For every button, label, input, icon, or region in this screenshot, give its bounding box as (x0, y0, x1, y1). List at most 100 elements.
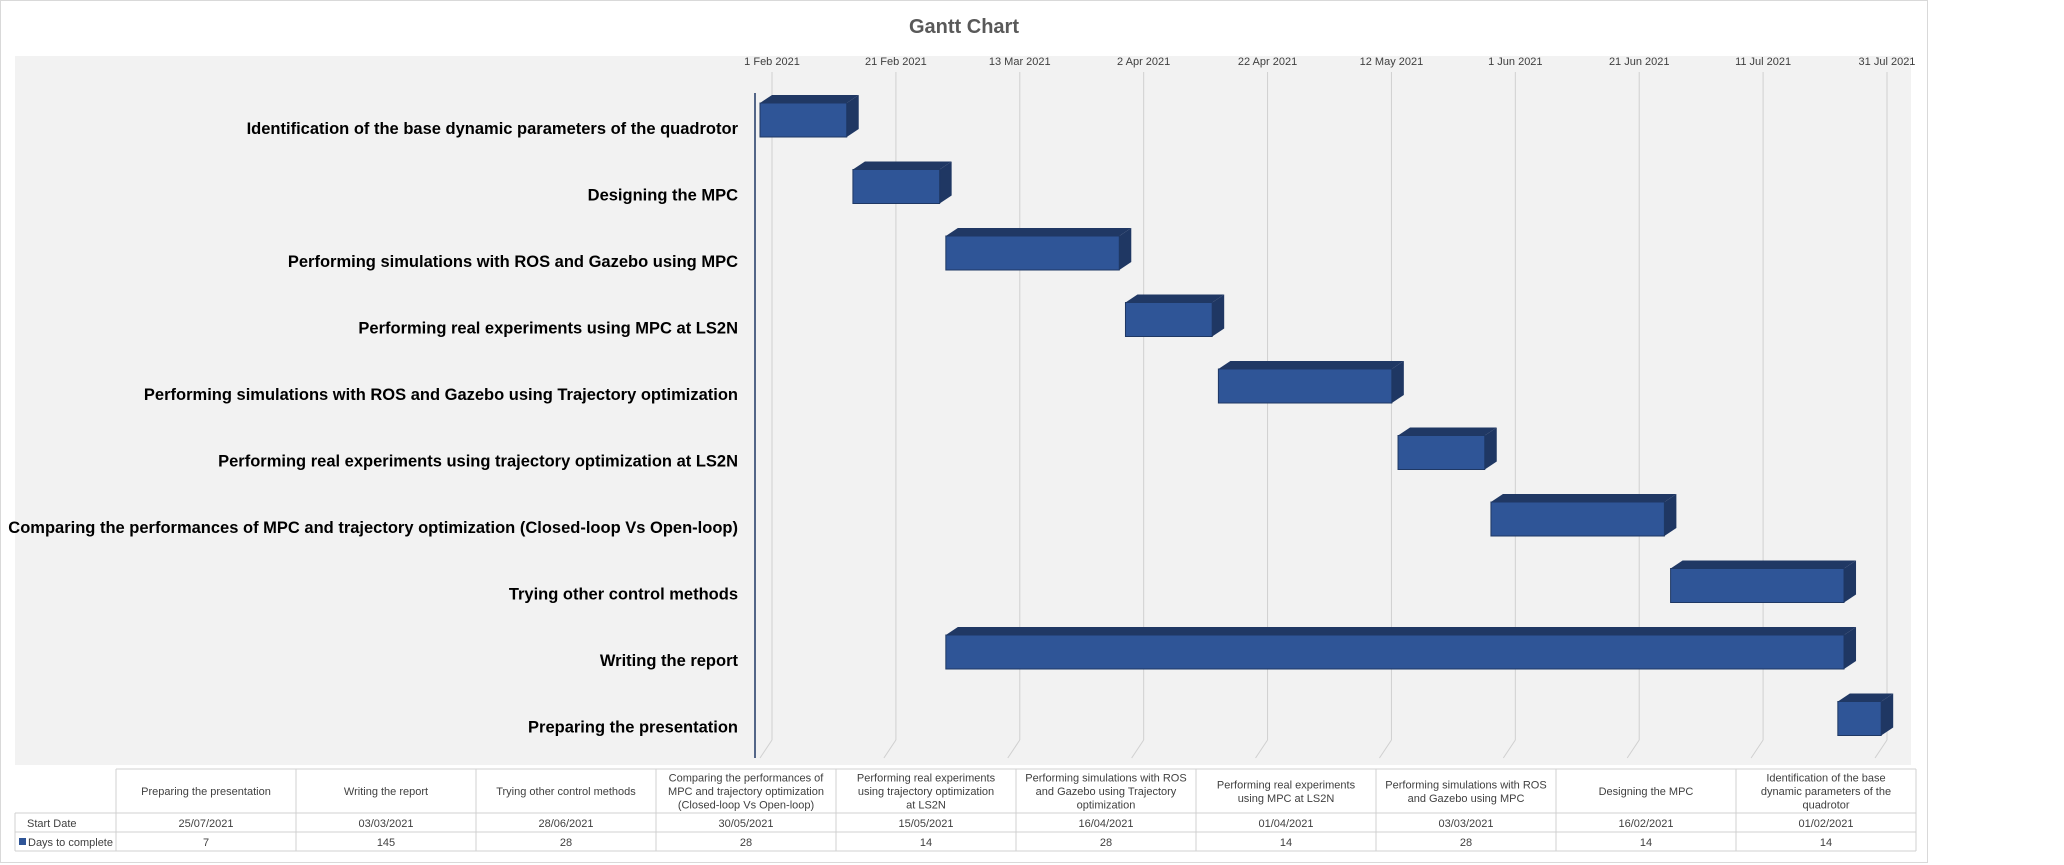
x-tick-label: 1 Feb 2021 (744, 56, 800, 68)
table-header-line: quadrotor (1802, 800, 1849, 812)
table-header-line: Identification of the base (1766, 773, 1885, 785)
table-header: Identification of the base dynamic parame… (1761, 773, 1891, 812)
table-header-line: using trajectory optimization (858, 786, 994, 798)
table-header: Performing simulations with ROS and Gazeb… (1025, 773, 1186, 812)
table-header-line: Performing real experiments (857, 773, 996, 785)
x-tick-label: 21 Feb 2021 (865, 56, 927, 68)
task-bar (1670, 560, 1857, 603)
bar-front-face (945, 634, 1845, 670)
table-start-date: 01/02/2021 (1798, 818, 1853, 830)
table-start-date: 25/07/2021 (178, 818, 233, 830)
table-header: Comparing the performances of MPC and tra… (668, 773, 824, 812)
table-days: 14 (1820, 837, 1832, 849)
table-header-line: MPC and trajectory optimization (668, 786, 824, 798)
table-start-date: 16/02/2021 (1618, 818, 1673, 830)
x-tick-label: 13 Mar 2021 (989, 56, 1051, 68)
table-header-line: Designing the MPC (1599, 786, 1694, 798)
table-header: Trying other control methods (496, 786, 636, 798)
task-bar (1397, 427, 1497, 470)
bar-side-face (846, 95, 859, 137)
bar-front-face (1670, 568, 1845, 603)
bar-top-face (852, 161, 952, 170)
table-header-line: Trying other control methods (496, 786, 636, 798)
table-start-date: 15/05/2021 (898, 818, 953, 830)
bar-side-face (1484, 427, 1497, 470)
bar-side-face (1844, 560, 1857, 603)
task-label: Identification of the base dynamic param… (247, 120, 739, 138)
table-start-date: 03/03/2021 (358, 818, 413, 830)
bar-front-face (1124, 302, 1213, 337)
bar-top-face (1125, 294, 1225, 303)
table-header: Performing real experiments using MPC at … (1217, 779, 1356, 805)
table-days: 28 (740, 837, 752, 849)
task-label: Trying other control methods (509, 586, 738, 604)
table-header: Writing the report (344, 786, 428, 798)
bar-front-face (852, 169, 941, 204)
task-bar (1837, 693, 1894, 736)
table-start-date: 28/06/2021 (538, 818, 593, 830)
x-tick-label: 31 Jul 2021 (1859, 56, 1916, 68)
table-row-label: Start Date (27, 818, 77, 830)
table-days: 28 (1100, 837, 1112, 849)
task-label: Performing real experiments using MPC at… (358, 320, 738, 338)
table-header: Performing real experiments using traject… (857, 773, 996, 812)
table-header-line: Writing the report (344, 786, 428, 798)
task-label: Designing the MPC (588, 187, 738, 205)
bar-top-face (1670, 560, 1857, 569)
table-days: 14 (1640, 837, 1652, 849)
table-header-line: (Closed-loop Vs Open-loop) (678, 800, 814, 812)
table-header-line: and Gazebo using Trajectory (1036, 786, 1177, 798)
table-header-line: Performing simulations with ROS (1385, 779, 1546, 791)
gridline-floor (1874, 739, 1888, 759)
task-label: Preparing the presentation (528, 719, 738, 737)
bar-front-face (1837, 701, 1882, 736)
x-tick-label: 2 Apr 2021 (1117, 56, 1170, 68)
table-header: Designing the MPC (1599, 786, 1694, 798)
table-header-line: Comparing the performances of (669, 773, 825, 785)
gridline-floor (1007, 739, 1021, 759)
x-tick-label: 1 Jun 2021 (1488, 56, 1542, 68)
x-tick-label: 11 Jul 2021 (1735, 56, 1791, 68)
gridline-floor (883, 739, 897, 759)
task-label: Comparing the performances of MPC and tr… (8, 519, 738, 537)
table-days: 28 (1460, 837, 1472, 849)
task-bar (759, 95, 859, 138)
task-bar (1124, 294, 1225, 337)
table-start-date: 30/05/2021 (718, 818, 773, 830)
chart-title: Gantt Chart (909, 16, 1019, 38)
bar-top-face (760, 95, 859, 103)
data-table: Preparing the presentation 25/07/2021 7 Wri… (14, 768, 1917, 852)
bar-side-face (1212, 294, 1225, 337)
gridline-floor (1502, 739, 1516, 759)
bar-top-face (1490, 494, 1677, 502)
table-days: 7 (203, 837, 209, 849)
task-labels: Identification of the base dynamic param… (8, 120, 738, 737)
task-bar (1490, 494, 1677, 537)
table-header-line: at LS2N (906, 800, 946, 812)
gridline-floor (1379, 739, 1392, 759)
bar-front-face (945, 235, 1120, 271)
table-header-line: using MPC at LS2N (1238, 793, 1335, 805)
task-bar (945, 627, 1857, 670)
table-row-label: Days to complete (28, 837, 113, 849)
bar-top-face (945, 228, 1132, 236)
gridline-floor (1131, 739, 1145, 759)
table-header-line: dynamic parameters of the (1761, 786, 1891, 798)
task-bars (759, 95, 1894, 736)
x-tick-label: 21 Jun 2021 (1609, 56, 1670, 68)
task-bar (852, 161, 952, 204)
bar-side-face (1119, 228, 1132, 270)
bar-top-face (945, 627, 1857, 635)
table-header-line: Performing simulations with ROS (1025, 773, 1186, 785)
gridline-floor (1750, 739, 1764, 759)
table-start-date: 01/04/2021 (1258, 818, 1313, 830)
table-days: 14 (1280, 837, 1292, 849)
table-start-date: 16/04/2021 (1078, 818, 1133, 830)
x-tick-label: 12 May 2021 (1360, 56, 1424, 68)
table-header: Performing simulations with ROS and Gazeb… (1385, 779, 1546, 805)
task-bar (945, 228, 1132, 271)
bar-front-face (1490, 501, 1665, 537)
table-header: Preparing the presentation (141, 786, 271, 798)
table-header-line: and Gazebo using MPC (1408, 793, 1525, 805)
gridline-floor (1626, 739, 1640, 759)
